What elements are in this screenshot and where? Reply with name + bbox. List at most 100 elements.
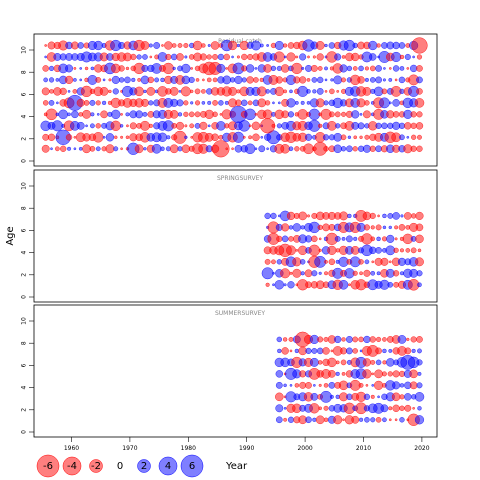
residual-bubble	[51, 120, 63, 132]
residual-bubble	[376, 336, 382, 342]
residual-bubble	[287, 416, 295, 423]
residual-bubble	[323, 417, 329, 422]
residual-bubble	[405, 248, 411, 253]
residual-bubble	[301, 66, 305, 70]
residual-bubble	[307, 214, 310, 218]
residual-bubble	[330, 78, 334, 82]
residual-bubble	[353, 135, 358, 140]
residual-bubble	[375, 417, 382, 423]
residual-bubble	[273, 51, 285, 63]
residual-bubble	[305, 416, 312, 424]
residual-bubble	[359, 113, 363, 116]
residual-bubble	[108, 78, 112, 82]
residual-bubble	[270, 65, 277, 72]
residual-bubble	[283, 383, 287, 388]
residual-bubble	[388, 260, 392, 264]
residual-bubble	[44, 44, 47, 47]
legend: -6 -4 -2 0 2 4 6 Year	[36, 454, 248, 478]
residual-bubble	[324, 259, 328, 264]
residual-bubble	[266, 147, 269, 151]
residual-bubble	[176, 53, 184, 61]
residual-bubble	[381, 122, 388, 130]
residual-bubble	[119, 124, 124, 128]
residual-bubble	[406, 67, 410, 70]
residual-bubble	[333, 75, 343, 85]
residual-bubble	[392, 121, 401, 130]
residual-bubble	[147, 76, 154, 84]
residual-bubble	[370, 225, 375, 230]
residual-bubble	[333, 133, 342, 142]
residual-bubble	[305, 382, 312, 389]
residual-bubble	[299, 259, 306, 265]
residual-bubble	[169, 87, 179, 96]
residual-bubble	[189, 123, 195, 129]
residual-bubble	[124, 76, 131, 84]
residual-bubble	[370, 359, 376, 365]
residual-bubble	[282, 337, 288, 342]
x-tick-label: 2020	[414, 445, 429, 452]
residual-bubble	[353, 236, 358, 241]
residual-bubble	[416, 359, 423, 366]
residual-bubble	[341, 236, 346, 241]
residual-bubble	[346, 347, 353, 355]
residual-bubble	[286, 98, 296, 108]
residual-bubble	[212, 111, 218, 118]
residual-bubble	[216, 63, 226, 73]
residual-bubble	[276, 123, 282, 129]
residual-bubble	[102, 78, 106, 82]
residual-bubble	[50, 147, 53, 151]
residual-bubble	[171, 123, 177, 129]
residual-bubble	[357, 76, 365, 84]
residual-bubble	[308, 244, 321, 257]
residual-bubble	[398, 42, 406, 49]
residual-bubble	[351, 52, 360, 62]
residual-bubble	[339, 64, 348, 73]
x-tick-label: 1960	[64, 445, 79, 452]
residual-bubble	[358, 336, 364, 343]
residual-bubble	[183, 111, 189, 117]
y-tick-label: 6	[21, 363, 28, 367]
residual-bubble	[294, 383, 300, 388]
residual-bubble	[83, 100, 90, 106]
legend-label-neg2: -2	[91, 461, 101, 472]
residual-bubble	[299, 53, 307, 61]
residual-bubble	[177, 43, 183, 48]
residual-bubble	[142, 111, 148, 117]
residual-bubble	[90, 66, 95, 71]
residual-bubble	[388, 78, 393, 82]
residual-bubble	[192, 40, 203, 51]
residual-bubble	[108, 89, 112, 94]
residual-bubble	[363, 224, 370, 231]
residual-bubble	[318, 123, 323, 128]
residual-bubble	[322, 134, 330, 141]
residual-bubble	[352, 336, 359, 343]
residual-bubble	[415, 223, 424, 232]
residual-bubble	[335, 371, 340, 376]
residual-bubble	[370, 77, 376, 83]
residual-bubble	[375, 224, 382, 231]
residual-bubble	[380, 257, 389, 266]
residual-bubble	[409, 381, 418, 390]
residual-bubble	[314, 255, 327, 268]
residual-bubble	[231, 147, 234, 151]
residual-bubble	[311, 348, 318, 354]
residual-bubble	[73, 78, 77, 82]
residual-bubble	[299, 76, 307, 84]
residual-bubble	[404, 122, 412, 130]
residual-bubble	[294, 146, 300, 152]
residual-bubble	[207, 124, 211, 128]
residual-bubble	[339, 211, 348, 221]
panel-title-1: Residual catch	[218, 38, 262, 45]
residual-bubble	[274, 41, 284, 50]
residual-bubble	[146, 87, 156, 96]
residual-bubble	[93, 132, 104, 143]
residual-bubble	[286, 245, 296, 256]
residual-bubble	[362, 358, 371, 367]
residual-bubble	[364, 134, 370, 140]
residual-bubble	[82, 109, 91, 119]
residual-bubble	[335, 360, 340, 365]
residual-bubble	[340, 146, 347, 152]
residual-bubble	[410, 122, 417, 129]
residual-bubble	[347, 135, 352, 139]
residual-bubble	[382, 213, 387, 219]
